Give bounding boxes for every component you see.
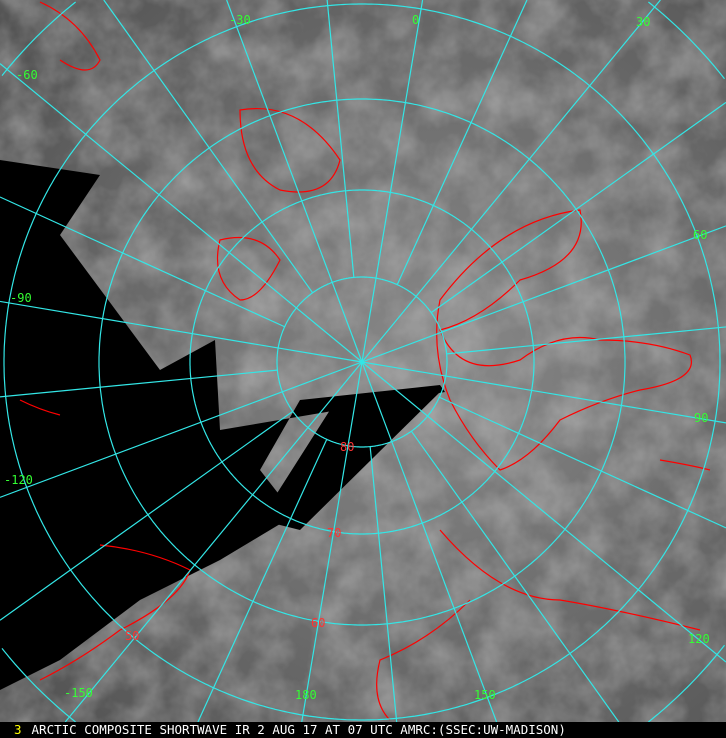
- graticule: [0, 0, 726, 722]
- meridian-line: [361, 361, 726, 424]
- meridian-line: [326, 0, 355, 278]
- caption-text: ARCTIC COMPOSITE SHORTWAVE IR 2 AUG 17 A…: [31, 722, 566, 737]
- meridian-line: [439, 396, 726, 529]
- meridian-line: [0, 63, 363, 363]
- lon-label: 0: [412, 13, 419, 27]
- meridian-line: [301, 361, 363, 722]
- meridian-line: [361, 0, 661, 363]
- lon-label: -30: [229, 13, 251, 27]
- meridian-line: [0, 361, 363, 498]
- lat-label: 50: [125, 629, 139, 643]
- lat-label: 60: [311, 616, 325, 630]
- meridian-line: [361, 361, 498, 722]
- lon-label: 120: [688, 632, 710, 646]
- lon-label: 150: [474, 688, 496, 702]
- lat-label: 70: [327, 526, 341, 540]
- lat-label: 80: [340, 440, 354, 454]
- image-caption: 3 ARCTIC COMPOSITE SHORTWAVE IR 2 AUG 17 …: [0, 722, 726, 738]
- no-data-regions: [0, 160, 445, 690]
- lon-label: -120: [4, 473, 33, 487]
- meridian-line: [0, 196, 285, 328]
- graticule-labels: 0 30 60 90 120 150 180 -150 -120 -90 -60…: [4, 13, 710, 702]
- latitude-circle: [276, 276, 448, 448]
- lon-label: 90: [694, 411, 708, 425]
- meridian-line: [226, 0, 363, 363]
- meridian-line: [0, 300, 363, 363]
- latitude-circle: [98, 98, 626, 626]
- lon-label: -90: [10, 291, 32, 305]
- map-canvas: 0 30 60 90 120 150 180 -150 -120 -90 -60…: [0, 0, 726, 722]
- latitude-circle: [1, 1, 725, 722]
- meridian-line: [0, 369, 278, 398]
- lon-label: -150: [64, 686, 93, 700]
- meridian-line: [361, 0, 424, 363]
- meridian-line: [430, 101, 726, 314]
- meridian-line: [0, 410, 294, 621]
- lon-label: 180: [295, 688, 317, 702]
- meridian-line: [369, 446, 398, 722]
- meridian-line: [197, 439, 328, 722]
- frame-number: 3: [14, 722, 22, 737]
- meridian-line: [446, 326, 726, 355]
- coastlines: [19, 1, 711, 721]
- lon-label: -60: [16, 68, 38, 82]
- meridian-line: [103, 0, 314, 294]
- lon-label: 30: [636, 15, 650, 29]
- meridian-line: [361, 361, 726, 663]
- meridian-line: [361, 225, 726, 363]
- meridian-line: [396, 0, 528, 285]
- lon-label: 60: [693, 228, 707, 242]
- meridian-line: [64, 361, 363, 722]
- latitude-circle: [3, 3, 721, 721]
- latitude-circle: [189, 189, 535, 535]
- meridian-line: [410, 430, 620, 722]
